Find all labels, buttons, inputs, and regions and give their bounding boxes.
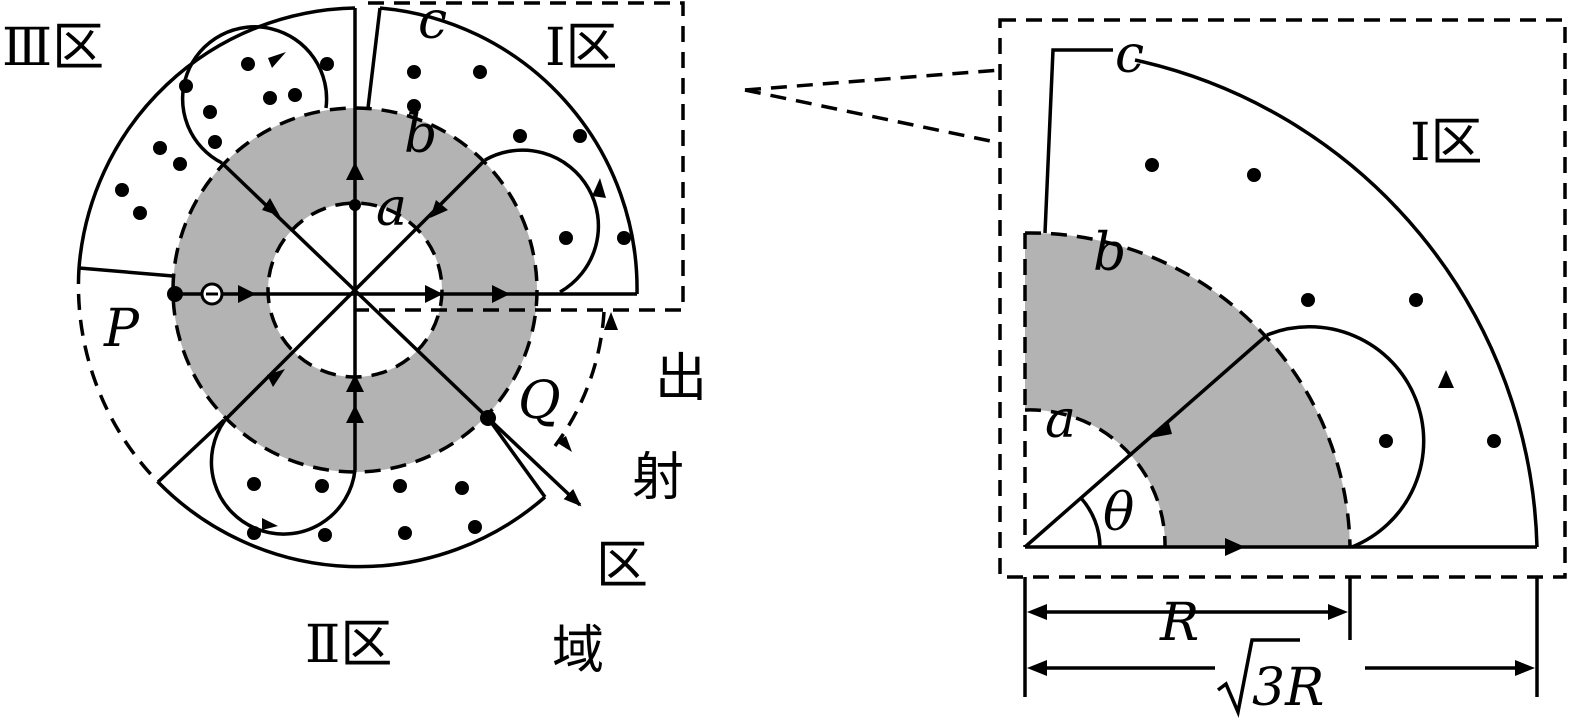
arrow-orbit-I	[592, 178, 606, 198]
arrow-orbit-III	[268, 52, 286, 68]
zoom-line-2	[744, 88, 1001, 145]
arc-a-right	[1024, 408, 1167, 548]
arrow-h-1	[238, 285, 256, 303]
label-exit-3: 区	[596, 536, 648, 596]
point-a-dot	[349, 199, 361, 211]
boundary-III-left	[78, 266, 174, 278]
arrow-v-1	[346, 162, 364, 180]
dim-sqrt3R-arrow-l	[1027, 660, 1047, 676]
label-c-right: c	[1115, 25, 1144, 85]
label-region-I-right: Ⅰ区	[1410, 113, 1483, 173]
label-R: R	[1159, 593, 1199, 653]
outer-arc-region-III	[77, 6, 356, 269]
label-c-left: c	[418, 0, 447, 51]
boundary-II-left	[156, 418, 226, 484]
label-sqrt3R: 3R	[1252, 658, 1324, 718]
arrow-v-2	[346, 374, 364, 392]
arrow-orbit-right	[1438, 370, 1454, 388]
boundary-c-right	[1043, 48, 1113, 234]
label-region-III: Ⅲ区	[2, 18, 104, 78]
arrow-bottom	[1225, 538, 1245, 556]
arrow-h-3	[492, 285, 510, 303]
field-dots-right	[1145, 158, 1501, 448]
zoom-line-1	[744, 68, 1001, 92]
zoom-box	[355, 1, 685, 312]
outer-arc-region-II	[156, 480, 547, 569]
label-a-right: a	[1045, 390, 1076, 450]
label-b-left: b	[404, 105, 437, 165]
dim-sqrt3R-arrow-r	[1515, 660, 1535, 676]
exit-arrow-2	[556, 436, 572, 452]
exit-region-arc	[553, 311, 606, 448]
field-dots-left	[115, 57, 631, 542]
right-figure: Ⅰ区 c b a θ R 3R	[998, 18, 1567, 718]
left-figure: Ⅲ区 Ⅰ区 Ⅱ区 c b a P Q 出 射 区 域	[2, 0, 1001, 681]
label-region-II: Ⅱ区	[305, 615, 392, 675]
orbit-right	[1266, 325, 1426, 549]
label-region-I-left: Ⅰ区	[545, 18, 618, 78]
arrow-radial	[1150, 420, 1172, 438]
radial-theta	[1023, 333, 1269, 549]
orbit-region-I	[484, 148, 601, 294]
exit-trajectory	[486, 416, 582, 507]
outer-arc-dashed	[76, 267, 160, 484]
label-Q: Q	[518, 371, 561, 431]
arc-b-right	[1024, 231, 1352, 548]
label-exit-2: 射	[632, 448, 684, 508]
arrow-v-3	[346, 405, 364, 423]
boundary-II-right	[486, 416, 547, 499]
label-b-right: b	[1093, 223, 1126, 283]
label-theta: θ	[1103, 483, 1134, 543]
dim-R-arrow-l	[1027, 604, 1047, 620]
sqrt-sign	[1216, 638, 1300, 718]
arrow-orbit-II	[262, 518, 278, 530]
boundary-c-I	[366, 7, 382, 109]
point-Q-dot	[480, 410, 496, 426]
arrow-d-1	[262, 198, 280, 216]
point-P-dot	[167, 286, 183, 302]
label-exit-4: 域	[552, 621, 604, 681]
shaded-ring-right	[1025, 232, 1350, 547]
outer-arc-region-I	[379, 6, 639, 295]
label-exit-1: 出	[655, 349, 707, 409]
theta-arc	[1079, 496, 1102, 548]
arrow-d-2	[430, 200, 448, 218]
arrow-h-2	[425, 285, 443, 303]
arc-c-right	[1134, 58, 1539, 548]
zoom-frame	[998, 18, 1567, 579]
label-a-left: a	[376, 178, 407, 238]
exit-arrow-1	[604, 312, 618, 330]
circle-b-left	[171, 106, 539, 474]
dim-R-arrow-r	[1328, 604, 1348, 620]
arrow-d-3	[267, 369, 285, 387]
label-P: P	[103, 299, 140, 359]
negative-charge-icon	[200, 282, 224, 306]
orbit-region-III	[180, 25, 329, 165]
